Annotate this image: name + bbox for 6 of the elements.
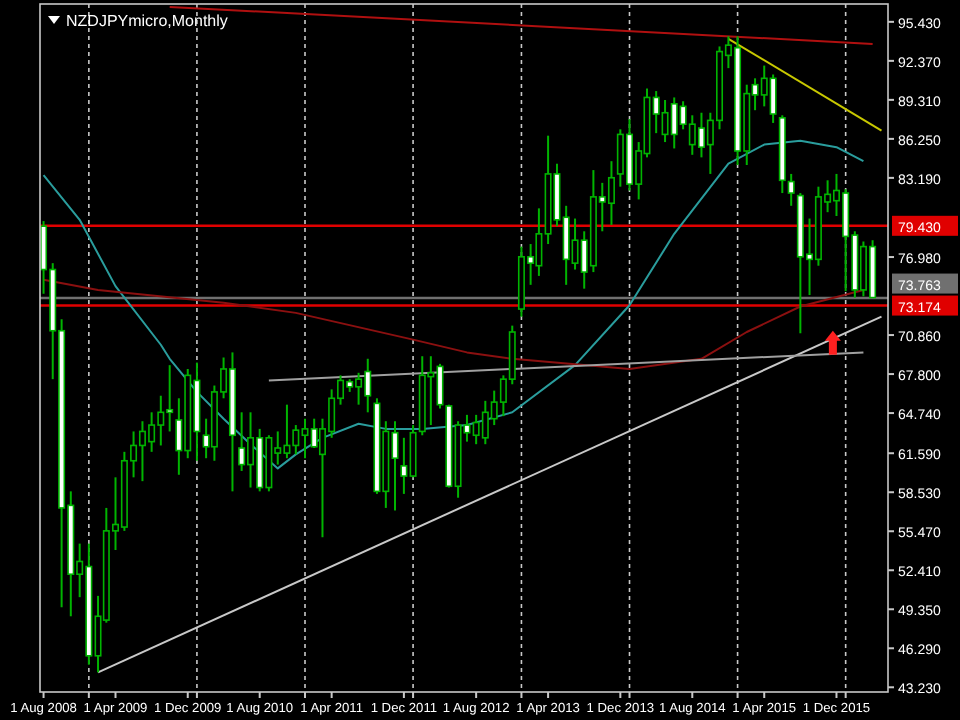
candlestick bbox=[238, 411, 246, 472]
text: NZDJPYmicro,Monthly bbox=[66, 12, 228, 30]
candlestick bbox=[769, 73, 777, 124]
candlestick bbox=[607, 160, 615, 226]
line-series bbox=[42, 139, 865, 470]
candlestick bbox=[787, 172, 795, 207]
